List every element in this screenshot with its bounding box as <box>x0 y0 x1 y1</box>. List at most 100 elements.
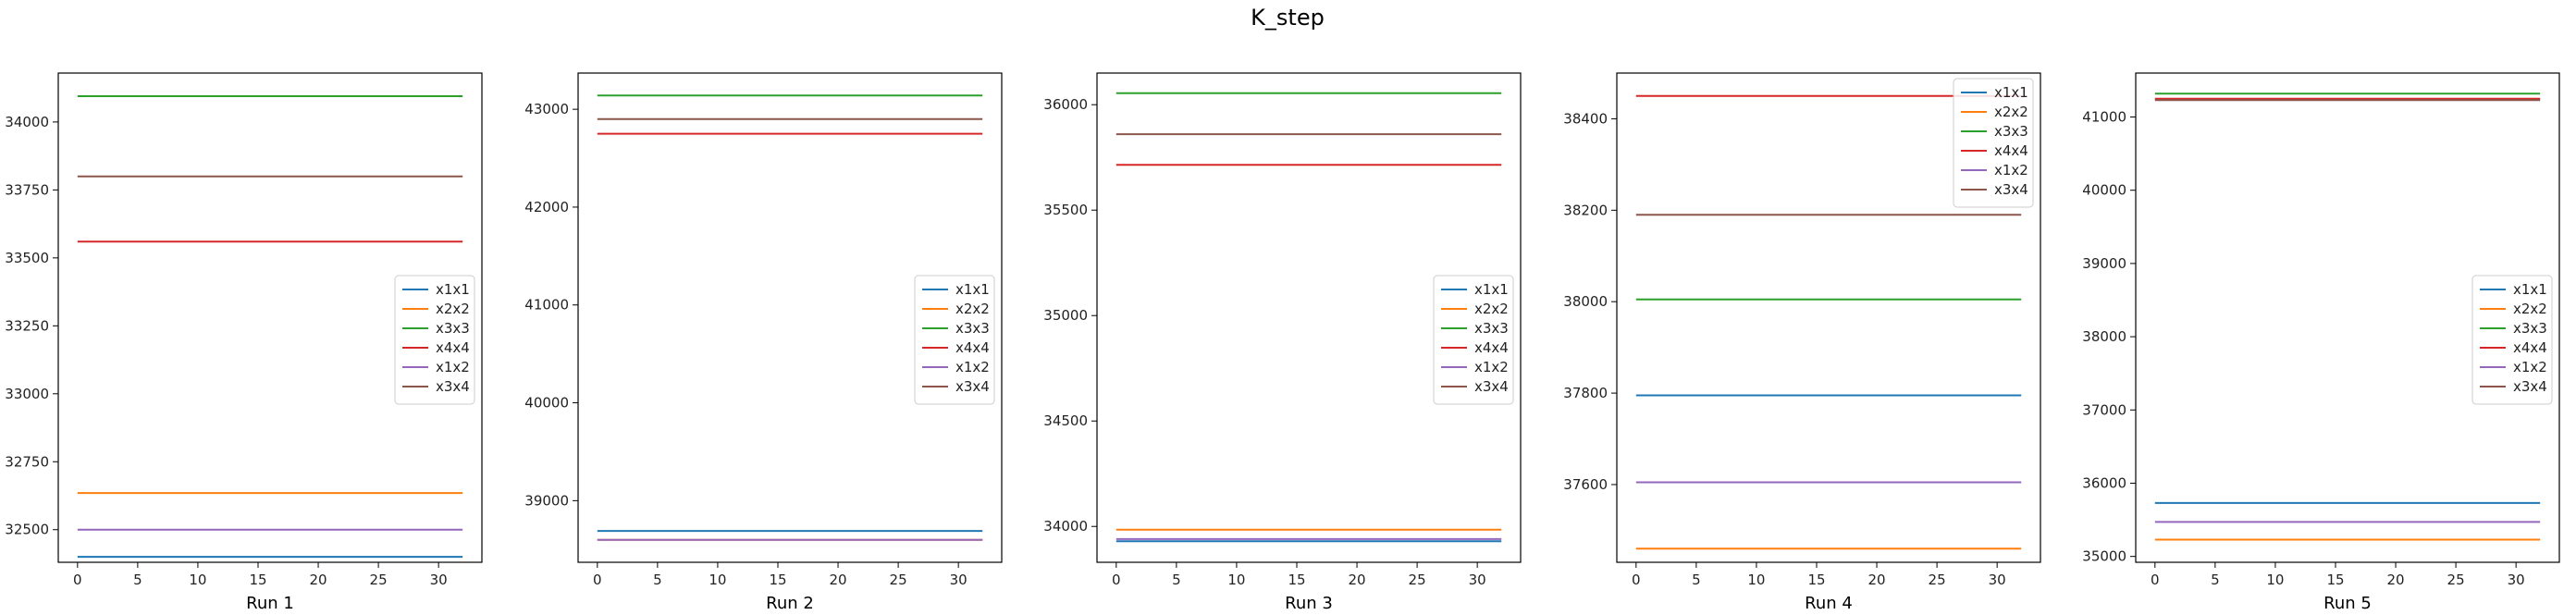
y-tick-label: 33000 <box>5 386 49 402</box>
y-tick-label: 41000 <box>2082 109 2126 126</box>
axes-frame <box>1096 72 1522 563</box>
legend-label-x1x2: x1x2 <box>1994 162 2028 178</box>
legend-label-x4x4: x4x4 <box>1474 339 1509 356</box>
x-tick-label: 10 <box>189 572 206 588</box>
legend-label-x3x3: x3x3 <box>1994 123 2028 140</box>
legend-box <box>1433 275 1514 405</box>
x-tick-label: 15 <box>2326 572 2344 588</box>
y-tick-label: 33500 <box>5 250 49 266</box>
subplot-2: 0 5 10 15 20 25 30 39000 40000 41000 42000 43000 Run… <box>524 72 1003 613</box>
legend-label-x1x1: x1x1 <box>955 281 990 298</box>
y-tick-label: 39000 <box>2082 255 2126 272</box>
legend-box <box>914 275 995 405</box>
legend-label-x1x1: x1x1 <box>2513 281 2547 298</box>
y-tick-label: 36000 <box>2082 474 2126 491</box>
x-tick-label: 15 <box>1807 572 1825 588</box>
legend-label-x4x4: x4x4 <box>436 339 470 356</box>
y-tick-label: 38000 <box>2082 328 2126 345</box>
legend-box <box>1953 78 2034 208</box>
x-axis-label: Run 4 <box>1805 594 1853 613</box>
x-tick-label: 30 <box>430 572 448 588</box>
legend-label-x2x2: x2x2 <box>1994 104 2028 120</box>
legend-label-x2x2: x2x2 <box>2513 301 2547 317</box>
x-axis-label: Run 5 <box>2323 594 2372 613</box>
x-tick-label: 10 <box>1747 572 1765 588</box>
x-tick-label: 20 <box>829 572 846 588</box>
x-tick-label: 20 <box>2386 572 2404 588</box>
series-lines <box>2154 92 2541 541</box>
y-tick-label: 35500 <box>1043 202 1088 218</box>
x-tick-label: 15 <box>249 572 266 588</box>
legend: x1x1 x2x2 x3x3 x4x4 x1x2 x3x4 <box>914 275 995 405</box>
legend-box <box>394 275 475 405</box>
x-tick-label: 15 <box>1288 572 1305 588</box>
subplot-4: 0 5 10 15 20 25 30 37600 37800 38000 38200 38400 Run… <box>1563 72 2041 613</box>
x-tick-label: 25 <box>890 572 907 588</box>
x-tick-label: 25 <box>2447 572 2465 588</box>
legend-label-x3x4: x3x4 <box>436 378 470 395</box>
axes-frame <box>577 72 1003 563</box>
x-tick-label: 20 <box>1348 572 1365 588</box>
x-tick-label: 10 <box>709 572 726 588</box>
legend-label-x2x2: x2x2 <box>1474 301 1509 317</box>
x-tick-label: 25 <box>1929 572 1946 588</box>
y-tick-label: 32750 <box>5 453 49 470</box>
legend-label-x1x2: x1x2 <box>2513 359 2547 375</box>
y-tick-label: 42000 <box>524 199 569 215</box>
legend-label-x3x4: x3x4 <box>1994 181 2028 198</box>
legend: x1x1 x2x2 x3x3 x4x4 x1x2 x3x4 <box>394 275 475 405</box>
series-lines <box>77 95 463 559</box>
y-tick-label: 37600 <box>1563 476 1608 493</box>
x-tick-label: 30 <box>2508 572 2525 588</box>
axes-frame <box>57 72 483 563</box>
x-tick-label: 15 <box>769 572 786 588</box>
x-tick-label: 5 <box>2211 572 2220 588</box>
series-lines <box>597 94 983 541</box>
legend-label-x1x2: x1x2 <box>436 359 470 375</box>
y-tick-label: 43000 <box>524 101 569 117</box>
y-tick-label: 38200 <box>1563 202 1608 218</box>
x-tick-label: 0 <box>1112 572 1121 588</box>
y-tick-label: 38400 <box>1563 110 1608 127</box>
legend-label-x4x4: x4x4 <box>2513 339 2547 356</box>
legend-label-x3x4: x3x4 <box>2513 378 2547 395</box>
x-tick-label: 5 <box>133 572 142 588</box>
x-tick-label: 10 <box>2266 572 2284 588</box>
legend: x1x1 x2x2 x3x3 x4x4 x1x2 x3x4 <box>1953 78 2034 208</box>
y-tick-label: 33750 <box>5 181 49 198</box>
x-tick-label: 10 <box>1227 572 1245 588</box>
axes-frame <box>2135 72 2560 563</box>
y-tick-label: 34000 <box>1043 518 1088 535</box>
x-tick-label: 0 <box>593 572 602 588</box>
legend-label-x4x4: x4x4 <box>955 339 990 356</box>
x-axis-label: Run 3 <box>1285 594 1333 613</box>
y-tick-label: 40000 <box>2082 182 2126 199</box>
legend-box <box>2471 275 2553 405</box>
legend-label-x3x3: x3x3 <box>436 320 470 337</box>
legend-label-x2x2: x2x2 <box>436 301 470 317</box>
legend-label-x3x3: x3x3 <box>955 320 990 337</box>
figure-title: K_step <box>1251 5 1325 31</box>
subplot-1: 0 5 10 15 20 25 30 32500 32750 33000 33250 33500 337… <box>5 72 483 613</box>
x-tick-label: 5 <box>653 572 662 588</box>
y-tick-label: 38000 <box>1563 293 1608 310</box>
x-tick-label: 5 <box>1692 572 1701 588</box>
y-tick-label: 37000 <box>2082 401 2126 418</box>
legend-label-x3x3: x3x3 <box>1474 320 1509 337</box>
y-tick-label: 33250 <box>5 317 49 334</box>
legend: x1x1 x2x2 x3x3 x4x4 x1x2 x3x4 <box>1433 275 1514 405</box>
y-tick-label: 37800 <box>1563 385 1608 401</box>
y-tick-label: 39000 <box>524 492 569 509</box>
x-tick-label: 0 <box>73 572 82 588</box>
subplots: 0 5 10 15 20 25 30 32500 32750 33000 33250 33500 337… <box>5 72 2560 613</box>
legend-label-x2x2: x2x2 <box>955 301 990 317</box>
y-tick-label: 34500 <box>1043 412 1088 429</box>
y-tick-label: 40000 <box>524 395 569 412</box>
legend-label-x3x4: x3x4 <box>1474 378 1509 395</box>
x-axis-label: Run 1 <box>246 594 294 613</box>
subplot-5: 0 5 10 15 20 25 30 35000 36000 37000 38000 39000 400… <box>2082 72 2560 613</box>
x-tick-label: 0 <box>2151 572 2160 588</box>
x-tick-label: 20 <box>309 572 327 588</box>
legend-label-x1x2: x1x2 <box>1474 359 1509 375</box>
